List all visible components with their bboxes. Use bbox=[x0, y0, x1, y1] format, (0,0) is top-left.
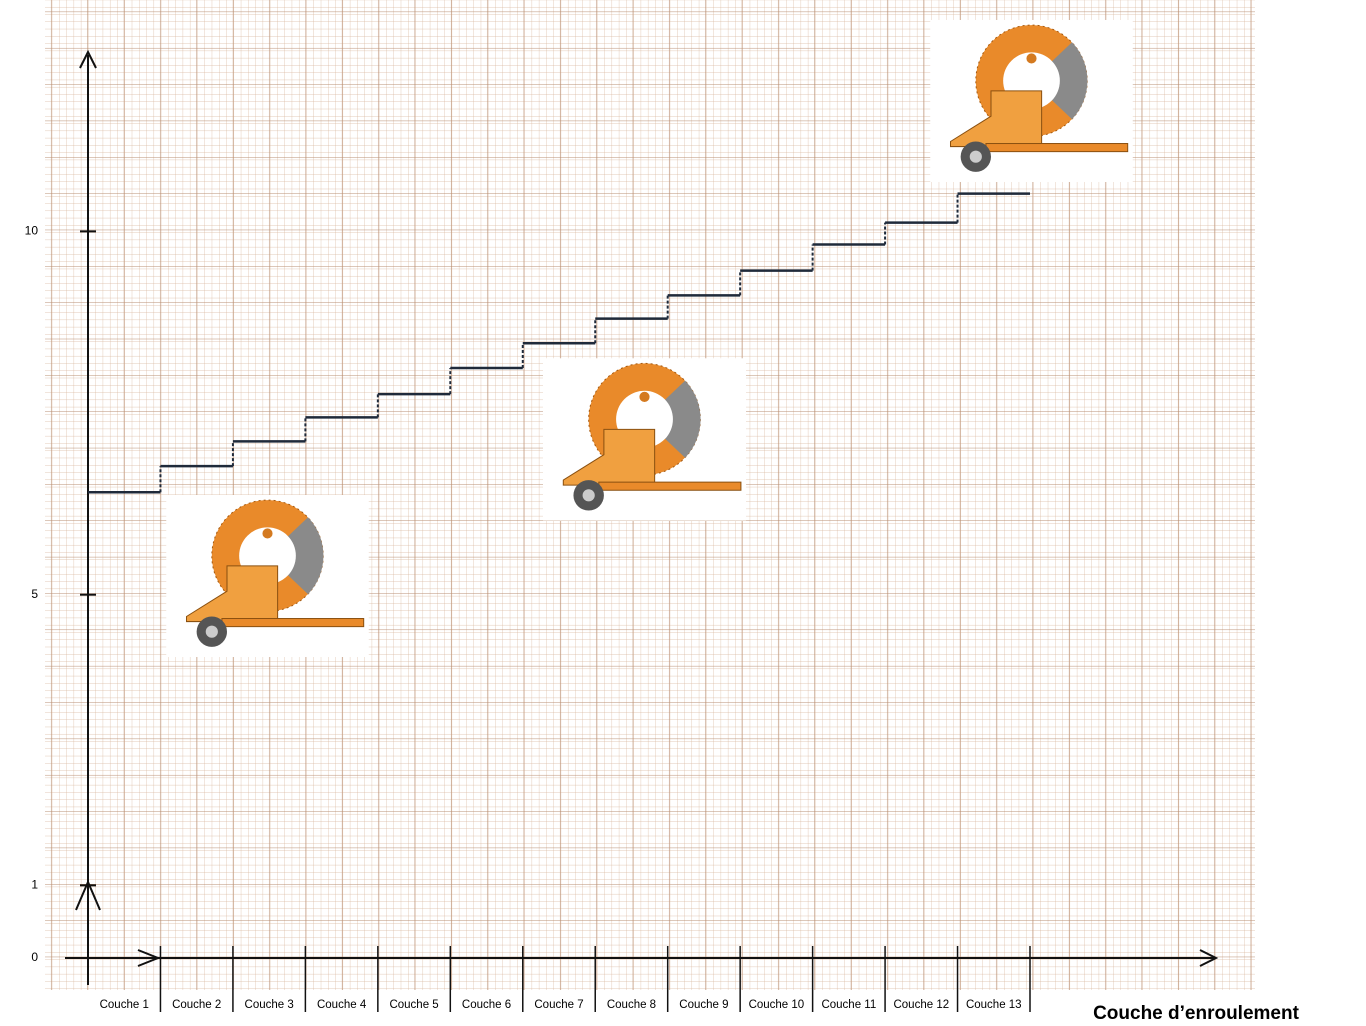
x-tick-label: Couche 8 bbox=[607, 999, 656, 1011]
x-axis-title: Couche d’enroulement bbox=[1093, 1003, 1300, 1024]
x-tick-label: Couche 9 bbox=[679, 999, 728, 1011]
reel-image bbox=[930, 20, 1133, 182]
y-tick-label: 10 bbox=[25, 224, 39, 238]
x-tick-label: Couche 5 bbox=[389, 999, 438, 1011]
x-tick-label: Couche 11 bbox=[821, 999, 876, 1011]
reel-image bbox=[165, 495, 370, 657]
unit-arrow bbox=[137, 949, 161, 967]
x-tick-label: Couche 6 bbox=[462, 999, 511, 1011]
y-tick-label: 5 bbox=[31, 587, 38, 601]
x-tick-label: Couche 4 bbox=[317, 999, 367, 1011]
x-tick-label: Couche 10 bbox=[749, 999, 805, 1011]
axes bbox=[65, 49, 1219, 985]
x-tick-label: Couche 1 bbox=[100, 999, 149, 1011]
x-tick-label: Couche 13 bbox=[966, 999, 1022, 1011]
unit-arrow bbox=[75, 879, 101, 911]
y-tick-label: 0 bbox=[31, 950, 38, 964]
x-arrow bbox=[1199, 949, 1219, 967]
y-arrow bbox=[79, 49, 97, 69]
reel-image bbox=[543, 357, 746, 522]
y-tick-label: 1 bbox=[31, 878, 38, 892]
x-tick-label: Couche 12 bbox=[893, 999, 949, 1011]
x-tick-label: Couche 7 bbox=[534, 999, 583, 1011]
x-tick-label: Couche 3 bbox=[245, 999, 294, 1011]
x-tick-label: Couche 2 bbox=[172, 999, 221, 1011]
